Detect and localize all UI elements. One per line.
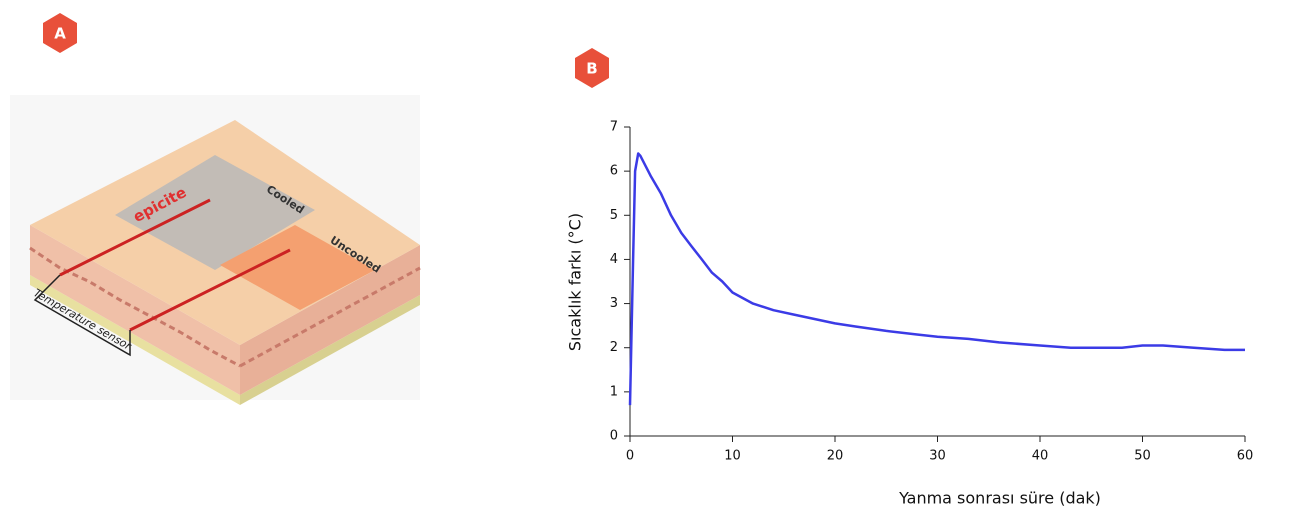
y-tick-label: 5: [610, 208, 618, 223]
x-tick-label: 0: [626, 449, 634, 464]
y-tick-label: 3: [610, 296, 618, 311]
panel-label: B: [586, 60, 597, 78]
x-tick-label: 60: [1237, 449, 1254, 464]
y-tick-label: 0: [610, 429, 618, 444]
panel-label: A: [54, 25, 66, 43]
x-axis-label: Yanma sonrası süre (dak): [898, 489, 1101, 508]
figure: A B epicite Cooled Uncooled Temperature …: [0, 0, 1303, 515]
chart-bg: [545, 98, 1275, 515]
y-tick-label: 6: [610, 164, 618, 179]
x-tick-label: 10: [724, 449, 741, 464]
y-tick-label: 4: [610, 252, 618, 267]
y-tick-label: 7: [610, 120, 618, 135]
y-tick-label: 1: [610, 384, 618, 399]
x-tick-label: 40: [1032, 449, 1049, 464]
x-tick-label: 20: [827, 449, 844, 464]
skin-illustration: epicite Cooled Uncooled Temperature sens…: [10, 95, 420, 405]
x-tick-label: 30: [929, 449, 946, 464]
y-axis-label: Sıcaklık farkı (°C): [566, 213, 585, 351]
x-tick-label: 50: [1134, 449, 1151, 464]
y-tick-label: 2: [610, 340, 618, 355]
